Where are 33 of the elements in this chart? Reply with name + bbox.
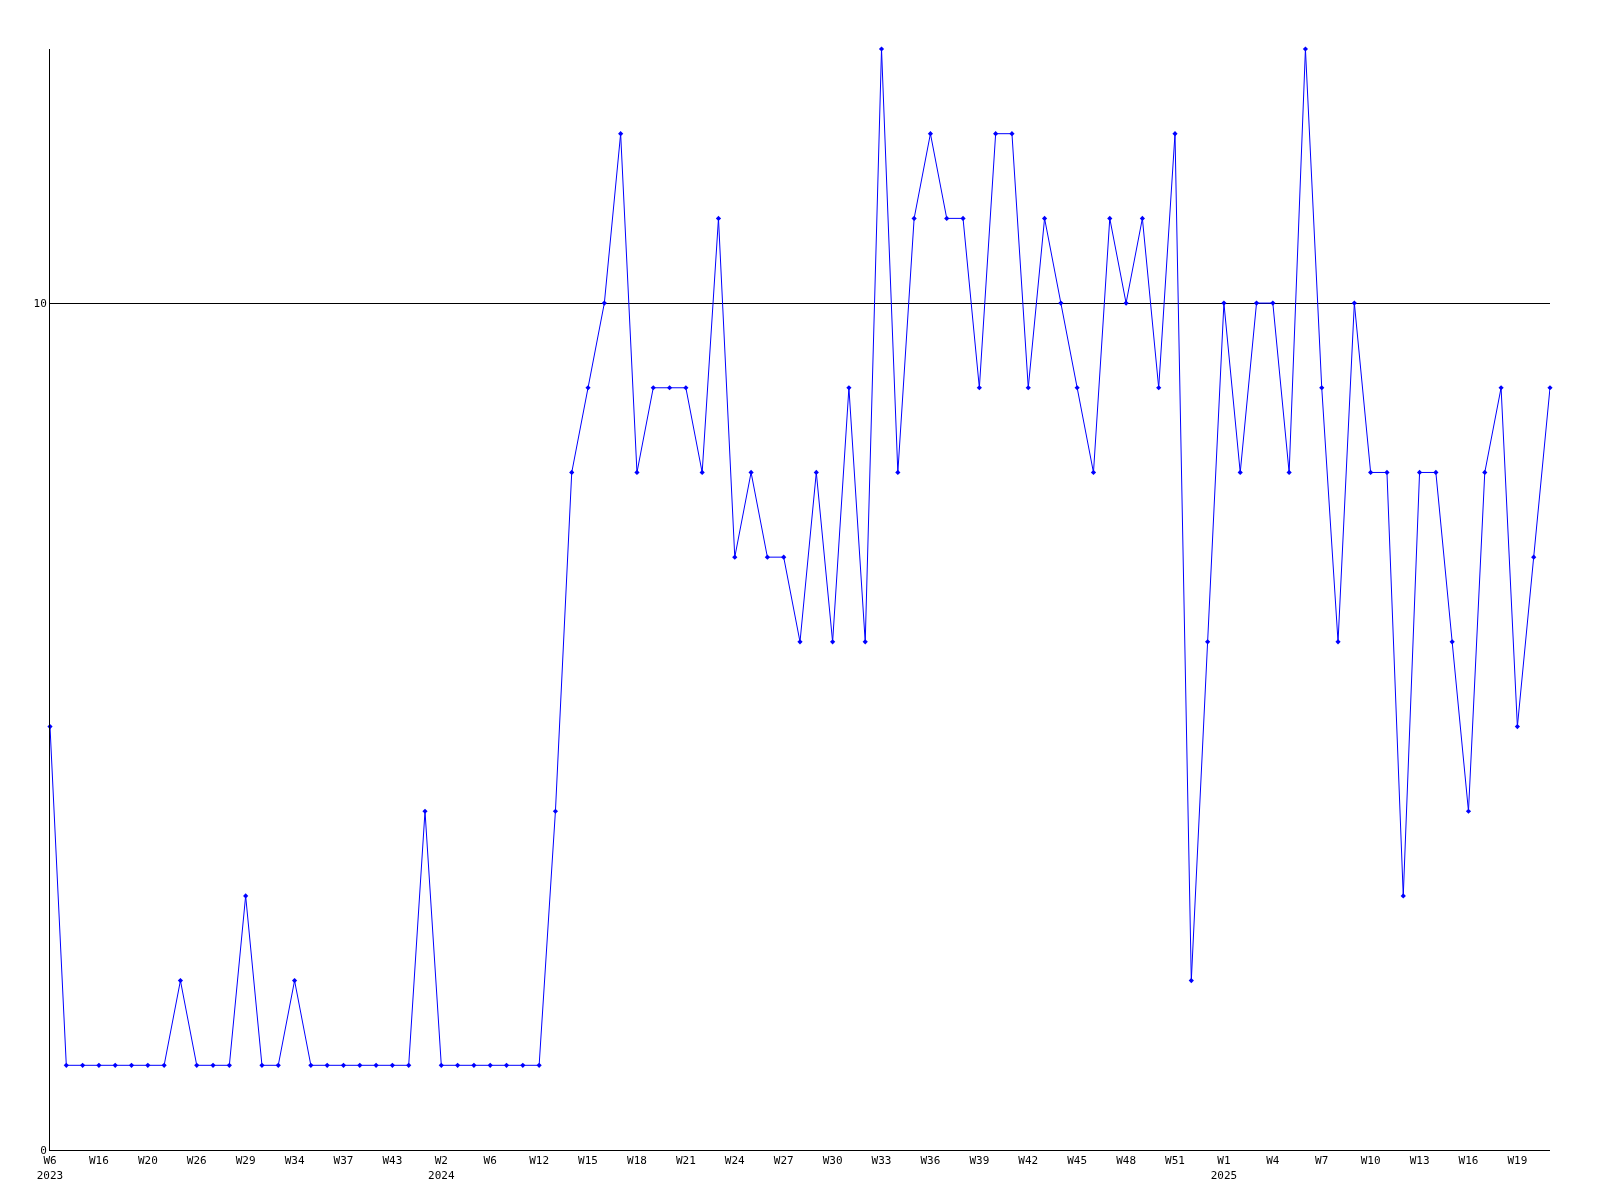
x-tick-label: W6 2023: [36, 1154, 64, 1182]
x-tick-label: W4: [1266, 1154, 1280, 1168]
x-tick-label: W33: [871, 1154, 892, 1168]
x-tick-label: W43: [382, 1154, 403, 1168]
x-tick-label: W45: [1067, 1154, 1088, 1168]
x-tick-label: W10: [1360, 1154, 1381, 1168]
x-tick-label: W39: [969, 1154, 990, 1168]
x-tick-label: W34: [284, 1154, 305, 1168]
x-tick-label: W16: [88, 1154, 109, 1168]
x-tick-label: W12: [529, 1154, 550, 1168]
x-tick-label: W36: [920, 1154, 941, 1168]
x-tick-label: W7: [1315, 1154, 1329, 1168]
x-tick-label: W15: [578, 1154, 598, 1168]
y-tick-label: 0: [40, 1143, 47, 1157]
x-tick-label: W13: [1409, 1154, 1430, 1168]
x-tick-label: W6: [483, 1154, 497, 1168]
x-tick-label: W24: [724, 1154, 746, 1168]
x-tick-label: W18: [627, 1154, 647, 1168]
x-tick-label: W48: [1116, 1154, 1137, 1168]
y-tick-label: 10: [33, 296, 47, 310]
x-tick-label: W27: [773, 1154, 794, 1168]
x-tick-label: W19: [1507, 1154, 1528, 1168]
x-tick-label: W42: [1018, 1154, 1039, 1168]
x-tick-label: W21: [675, 1154, 696, 1168]
x-tick-label: W16: [1458, 1154, 1479, 1168]
x-tick-label: W26: [186, 1154, 207, 1168]
x-tick-label: W20: [137, 1154, 158, 1168]
x-tick-label: W29: [235, 1154, 256, 1168]
x-tick-label: W2 2024: [428, 1154, 455, 1182]
x-tick-label: W51: [1165, 1154, 1185, 1168]
x-tick-label: W30: [822, 1154, 843, 1168]
x-tick-label: W37: [333, 1154, 354, 1168]
x-tick-label: W1 2025: [1210, 1154, 1238, 1182]
